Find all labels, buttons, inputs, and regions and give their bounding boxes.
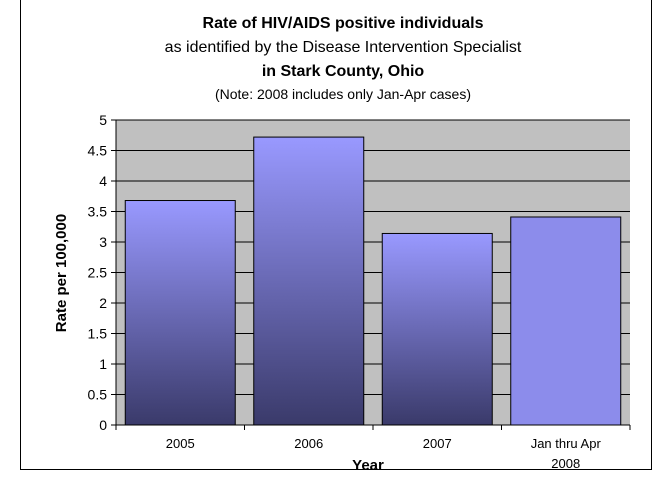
x-tick-label: 2006 — [294, 436, 323, 451]
chart-subtitle-1: as identified by the Disease Interventio… — [165, 39, 522, 56]
y-tick-label: 4 — [99, 173, 107, 189]
x-tick-label: 2007 — [423, 436, 452, 451]
chart-title: Rate of HIV/AIDS positive individuals — [203, 15, 484, 32]
y-tick-label: 3 — [99, 234, 107, 250]
x-axis-label: Year — [352, 457, 384, 474]
chart-subtitle-2: in Stark County, Ohio — [262, 63, 425, 80]
x-tick-label: Jan thru Apr 2008 — [531, 436, 602, 471]
y-tick-label: 2 — [99, 295, 107, 311]
plot-area: 0 0.5 1 1.5 2 2.5 3 3.5 4 4.5 5 2005 2006 2007 Jan thr… — [88, 112, 631, 471]
y-tick-label: 1.5 — [88, 326, 108, 342]
y-tick-label: 5 — [99, 112, 107, 128]
bar — [381, 232, 493, 426]
bar — [253, 136, 365, 426]
y-tick-label: 0 — [99, 417, 107, 433]
y-tick-label: 3.5 — [88, 204, 108, 220]
bar — [510, 216, 622, 426]
bar — [124, 200, 236, 426]
chart-frame — [20, 0, 652, 470]
y-tick-label: 4.5 — [88, 143, 108, 159]
y-tick-label: 1 — [99, 356, 107, 372]
y-axis-label: Rate per 100,000 — [53, 214, 70, 332]
y-tick-label: 2.5 — [88, 265, 108, 281]
x-tick-label: 2005 — [166, 436, 195, 451]
y-tick-label: 0.5 — [88, 387, 108, 403]
chart-note: (Note: 2008 includes only Jan-Apr cases) — [215, 86, 471, 102]
